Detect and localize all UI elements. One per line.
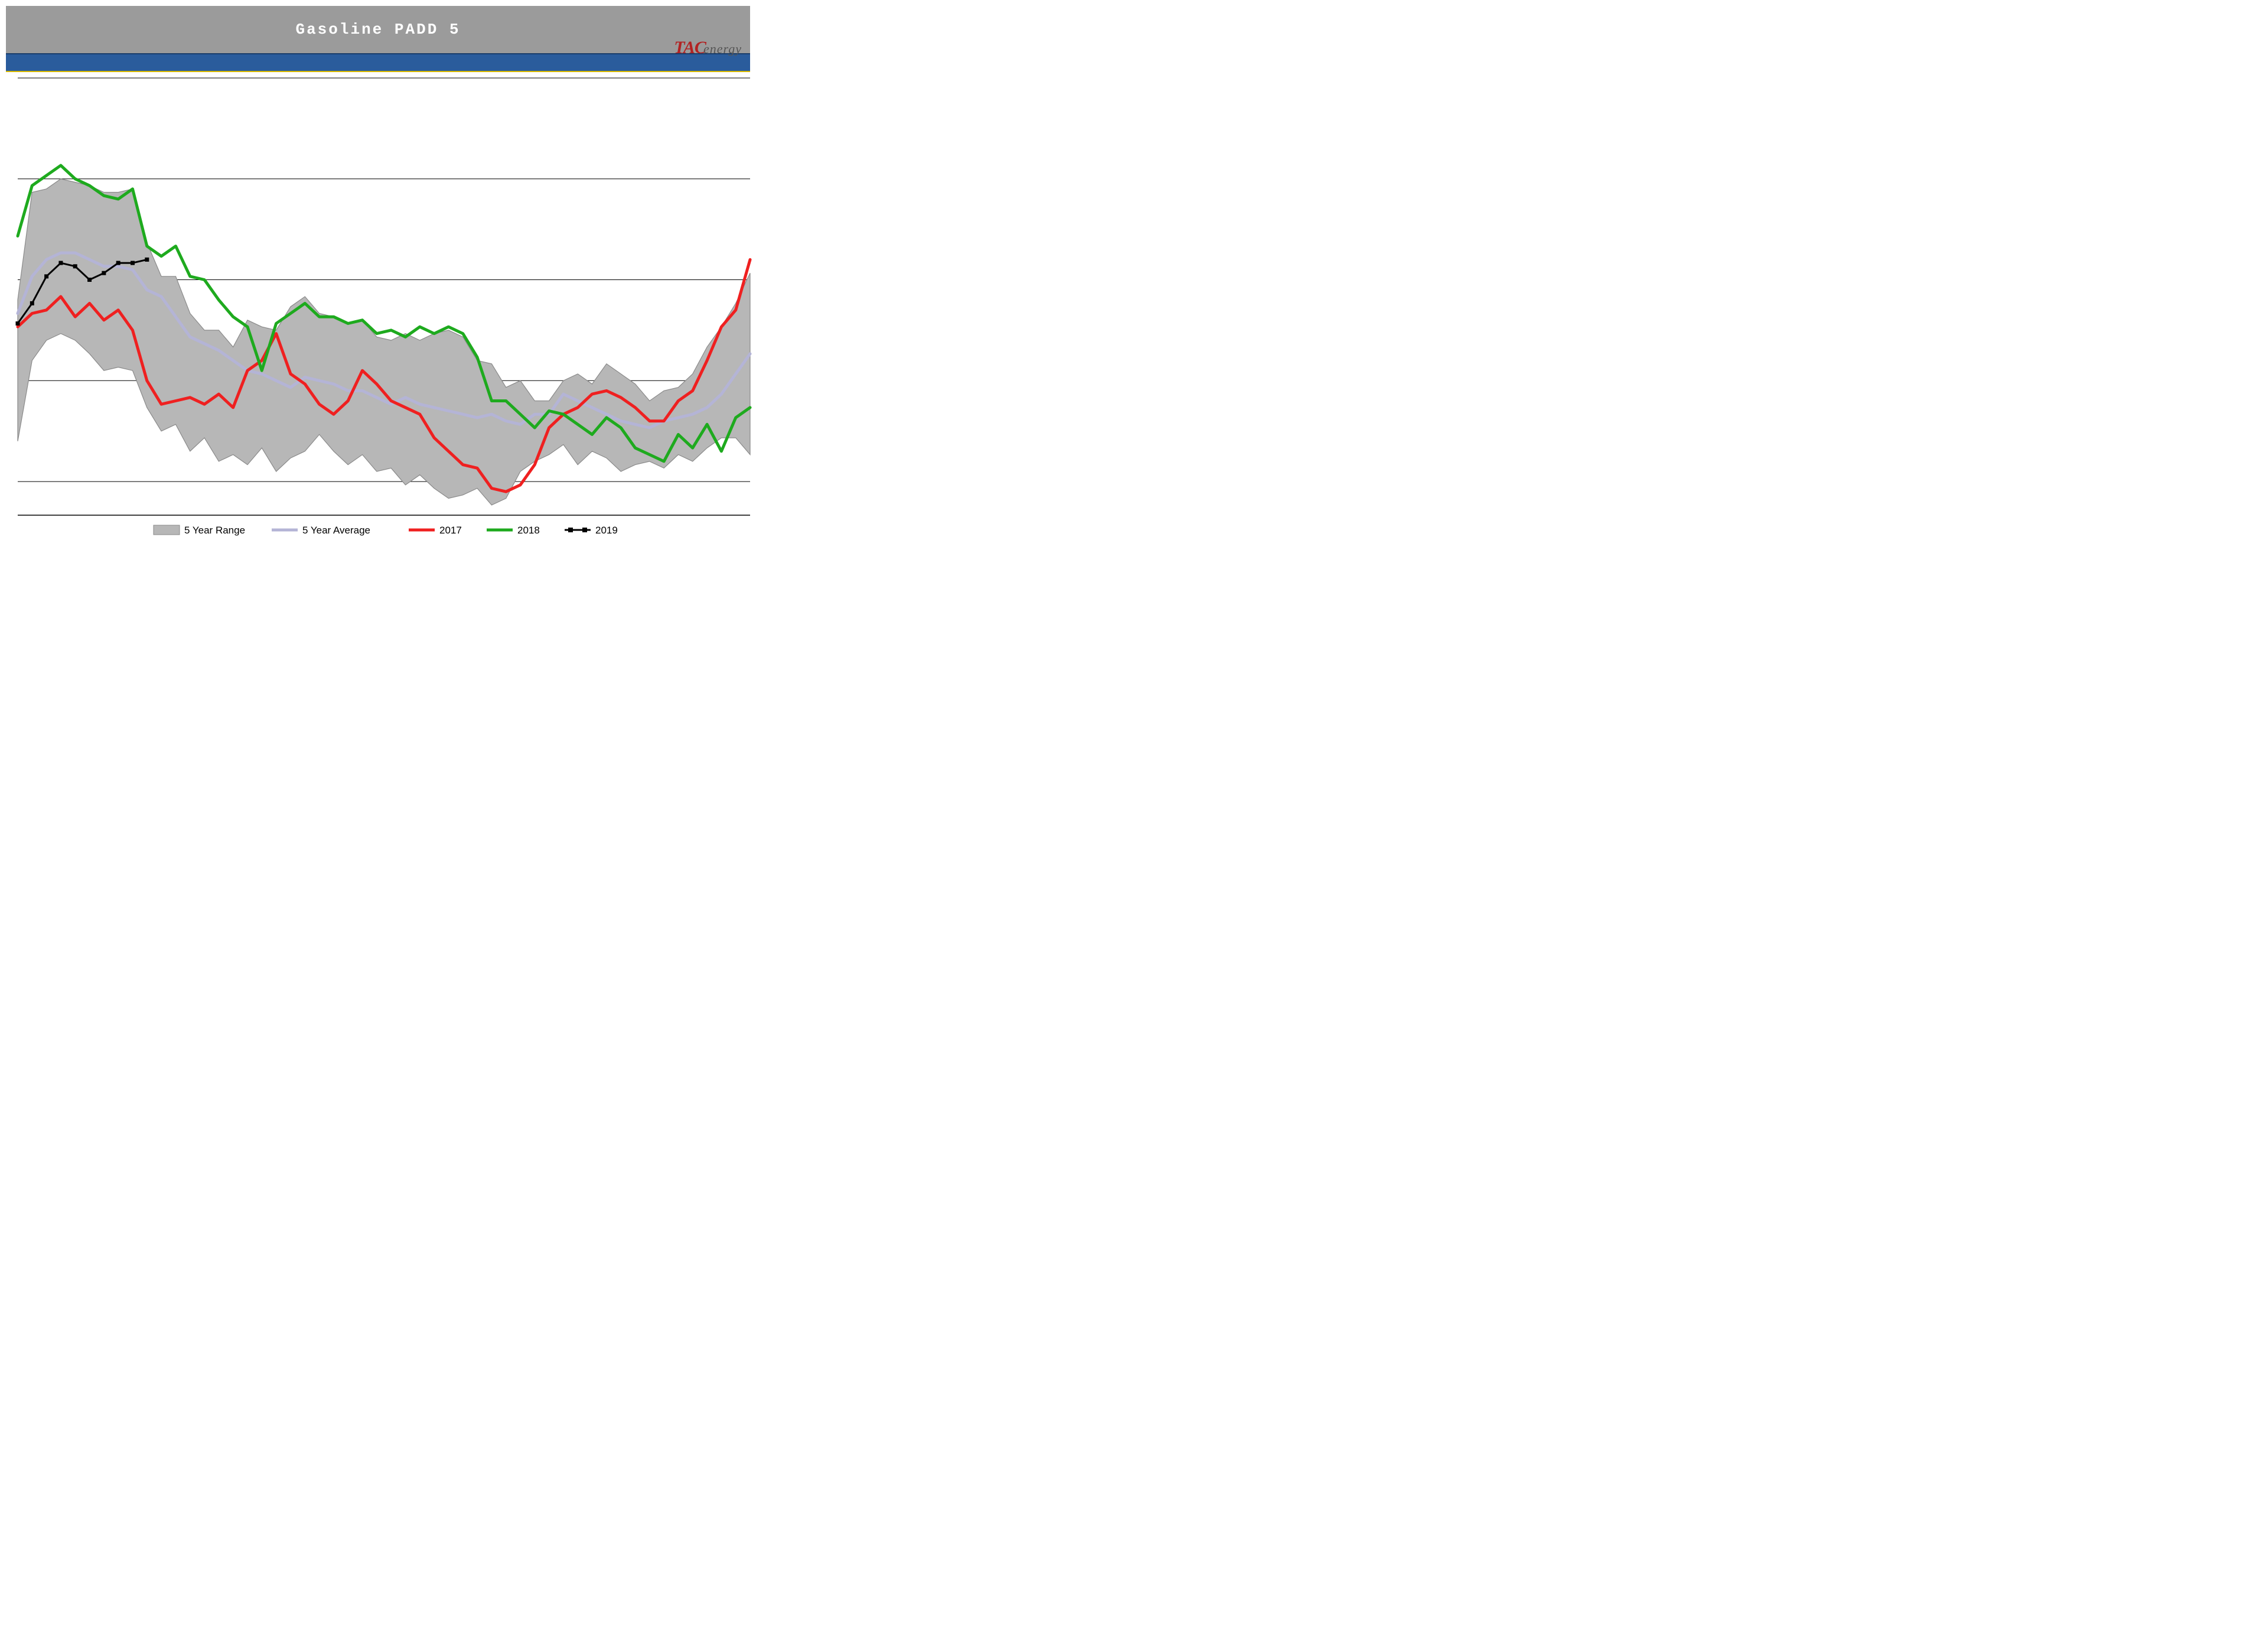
series-2019-marker xyxy=(87,278,92,282)
legend-label: 5 Year Range xyxy=(184,525,245,536)
chart-title: Gasoline PADD 5 xyxy=(295,21,460,38)
five-year-range-band xyxy=(18,179,750,505)
chart-card: Gasoline PADD 5 TAC energy 5 Year Range5… xyxy=(0,0,756,548)
series-2019-marker xyxy=(58,261,63,265)
series-2019-marker xyxy=(44,274,48,278)
brand-logo-b: energy xyxy=(703,41,742,57)
brand-logo-a: TAC xyxy=(674,38,706,58)
series-2019-marker xyxy=(131,261,135,265)
legend-label: 2017 xyxy=(439,525,462,536)
brand-logo: TAC energy xyxy=(674,38,742,61)
series-2019-marker xyxy=(102,271,106,275)
series-2019-marker xyxy=(16,321,20,326)
header-bar: Gasoline PADD 5 xyxy=(6,6,750,53)
series-2019-marker xyxy=(30,301,34,305)
legend-label: 2018 xyxy=(517,525,540,536)
legend-label: 5 Year Average xyxy=(302,525,370,536)
legend-swatch-range xyxy=(154,525,180,535)
series-2019-marker xyxy=(116,261,120,265)
series-2019-marker xyxy=(73,264,77,268)
chart-plot: 5 Year Range 5 Year Average 2017 2018 2019 xyxy=(0,72,756,545)
legend-marker xyxy=(582,528,587,532)
series-2019-marker xyxy=(145,258,149,262)
legend-label: 2019 xyxy=(595,525,618,536)
legend-marker xyxy=(568,528,573,532)
header-accent-band xyxy=(6,53,750,72)
